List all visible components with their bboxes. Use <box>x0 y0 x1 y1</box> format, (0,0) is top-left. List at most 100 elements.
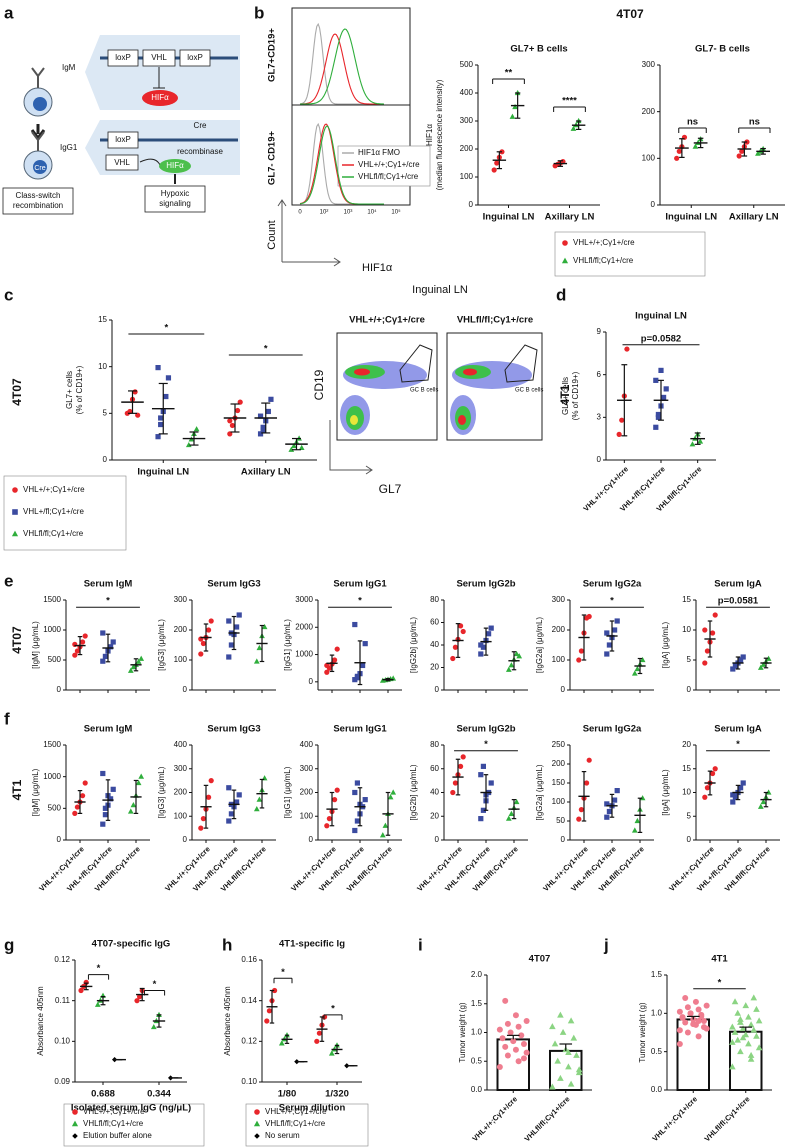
significance-label: * <box>97 963 101 974</box>
label: recombinase <box>177 147 223 156</box>
y-tick-label: 10 <box>682 788 691 797</box>
histogram-curve <box>299 22 384 105</box>
panel-letter: g <box>4 935 14 954</box>
y-tick-label: 1.0 <box>651 1008 663 1017</box>
bar <box>729 1030 763 1091</box>
point <box>692 143 699 149</box>
point <box>260 424 266 430</box>
point <box>298 444 305 450</box>
point <box>100 821 106 827</box>
box <box>142 49 176 67</box>
y-tick-label: 500 <box>48 803 62 812</box>
point <box>229 422 235 429</box>
legend-marker <box>254 1133 260 1139</box>
point <box>512 103 518 110</box>
y-tick-label: 0 <box>469 200 474 209</box>
point <box>523 1049 530 1056</box>
point <box>253 658 260 664</box>
x-axis-label: Serum dilution <box>279 1103 346 1114</box>
point <box>110 786 116 792</box>
point <box>509 113 516 119</box>
point <box>549 1023 556 1030</box>
row-label: 4T07 <box>616 7 644 21</box>
y-tick-label: 10 <box>98 362 107 371</box>
point <box>631 670 638 676</box>
y-tick-label: 0 <box>183 685 188 694</box>
point <box>702 660 708 666</box>
y-tick-label: 5 <box>687 655 692 664</box>
y-tick-label: 500 <box>460 60 474 69</box>
label: Class-switch <box>16 191 61 200</box>
point <box>674 155 680 161</box>
x-tick-label: 0.344 <box>147 1089 171 1100</box>
point <box>478 642 484 648</box>
label: Hypoxic <box>161 189 189 198</box>
point <box>576 816 582 822</box>
y-tick-label: 0 <box>561 835 566 844</box>
point <box>515 1023 522 1030</box>
point <box>193 426 200 432</box>
point <box>491 167 497 173</box>
point <box>102 805 108 811</box>
y-tick-label: 0 <box>183 835 188 844</box>
point <box>740 654 746 660</box>
y-tick-label: 5 <box>687 811 692 820</box>
point <box>729 1023 736 1030</box>
point <box>334 646 340 652</box>
point <box>94 1001 101 1007</box>
point <box>324 669 330 675</box>
point <box>256 644 263 651</box>
point <box>653 377 659 383</box>
point <box>712 612 718 618</box>
point <box>155 365 161 371</box>
y-axis-label: [IgG3] (μg/mL) <box>157 619 166 671</box>
label: signaling <box>159 199 191 208</box>
legend-marker <box>562 240 568 246</box>
point <box>132 389 138 395</box>
point <box>757 803 764 809</box>
chart-title: Serum IgG2b <box>456 579 515 590</box>
box <box>107 131 139 149</box>
point <box>108 644 114 650</box>
point <box>557 1074 564 1081</box>
x-tick-label: VHL+/+;Cγ1+/cre <box>470 1094 519 1143</box>
point <box>549 1083 556 1090</box>
legend-label: VHLfl/fl;Cγ1+/cre <box>573 256 634 265</box>
point <box>739 1025 747 1032</box>
point <box>753 1032 760 1039</box>
y-tick-label: 15 <box>682 764 691 773</box>
point <box>486 631 492 637</box>
label: GL7- CD19+ <box>267 130 278 185</box>
y-tick-label: 400 <box>174 740 188 749</box>
y-axis-label: HIF1α <box>425 124 434 146</box>
y-tick-label: 300 <box>460 116 474 125</box>
y-tick-label: 60 <box>430 618 439 627</box>
y-tick-label: 200 <box>642 107 656 116</box>
y-tick-label: 0.0 <box>651 1085 663 1094</box>
point <box>567 1080 575 1087</box>
point <box>155 434 161 440</box>
legend-marker <box>11 530 19 537</box>
y-tick-label: 20 <box>430 811 439 820</box>
label: loxP <box>115 135 131 144</box>
point <box>731 1028 739 1035</box>
point <box>316 1030 322 1036</box>
legend-label: VHL+/+;Cγ1+/cre <box>265 1107 327 1116</box>
point <box>736 153 742 159</box>
panel-letter: e <box>4 571 13 590</box>
point <box>690 1021 697 1028</box>
point <box>624 346 630 352</box>
point <box>334 787 340 793</box>
point <box>228 811 234 817</box>
point <box>515 1058 522 1065</box>
point <box>324 662 330 669</box>
point <box>704 785 711 791</box>
histogram-curve <box>299 33 384 105</box>
y-tick-label: 0.10 <box>54 1036 70 1045</box>
point <box>206 627 212 633</box>
label: VHL <box>114 158 130 167</box>
point <box>268 396 274 402</box>
point <box>653 424 659 430</box>
significance-label: * <box>331 1003 335 1014</box>
